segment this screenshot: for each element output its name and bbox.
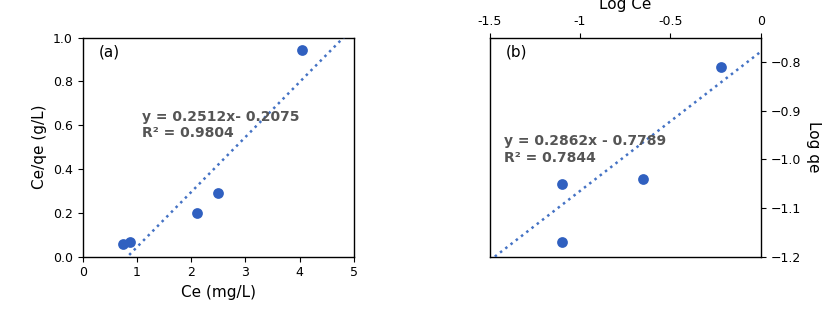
Point [555,239,568,244]
Text: y = 0.2512x- 0.2075
R² = 0.9804: y = 0.2512x- 0.2075 R² = 0.9804 [142,110,300,140]
Y-axis label: Log qe: Log qe [805,121,820,173]
Point [715,64,728,69]
Point [190,210,203,215]
Text: y = 0.2862x - 0.7789
R² = 0.7844: y = 0.2862x - 0.7789 R² = 0.7844 [504,135,667,165]
Text: (b): (b) [506,44,528,59]
Point [637,176,650,181]
Point [117,241,130,246]
X-axis label: Log Ce: Log Ce [599,0,652,12]
Point [296,47,309,52]
X-axis label: Ce (mg/L): Ce (mg/L) [181,285,256,300]
Point [555,181,568,186]
Y-axis label: Ce/qe (g/L): Ce/qe (g/L) [32,105,47,189]
Text: (a): (a) [99,44,120,59]
Point [212,191,225,196]
Point [124,240,137,245]
